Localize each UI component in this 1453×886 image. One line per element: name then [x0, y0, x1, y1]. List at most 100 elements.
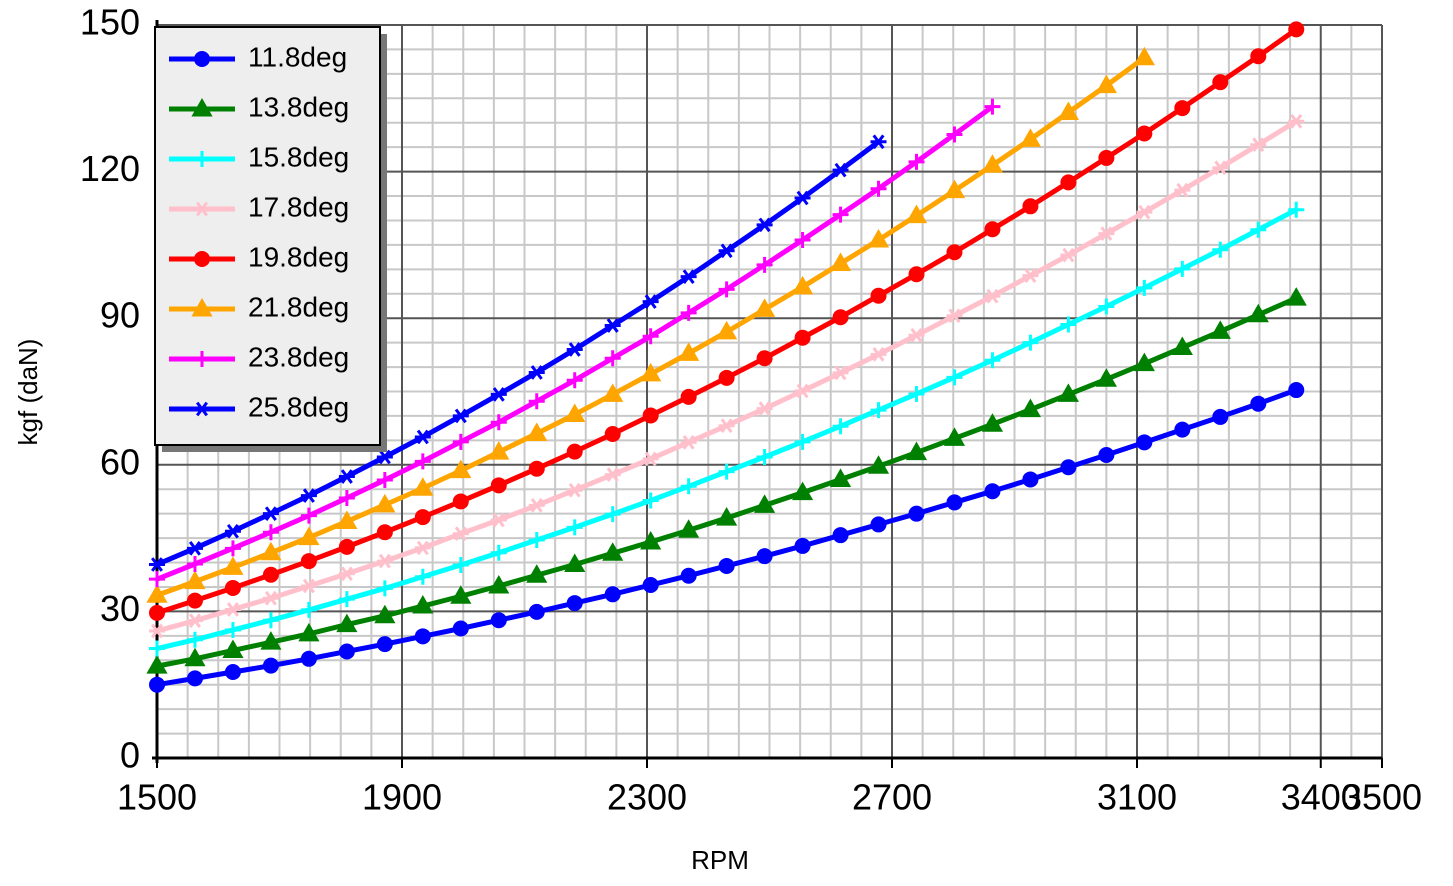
- x-tick-label: 3400: [1281, 777, 1361, 818]
- marker: [680, 435, 697, 450]
- marker: [716, 507, 738, 526]
- marker: [981, 413, 1004, 432]
- marker: [908, 153, 925, 170]
- marker: [376, 449, 393, 465]
- marker: [1098, 298, 1115, 315]
- marker: [300, 553, 317, 570]
- marker: [1209, 320, 1231, 339]
- marker: [1060, 174, 1077, 191]
- marker: [908, 385, 925, 402]
- marker: [640, 362, 662, 382]
- marker: [1136, 125, 1153, 142]
- marker: [984, 288, 1001, 304]
- marker: [1288, 113, 1305, 129]
- marker: [642, 328, 659, 345]
- marker: [1019, 398, 1042, 418]
- marker: [566, 372, 583, 389]
- marker: [1174, 182, 1191, 198]
- legend-label: 25.8deg: [248, 391, 349, 422]
- marker: [832, 309, 849, 326]
- marker: [870, 134, 887, 150]
- marker: [794, 329, 811, 346]
- y-tick-label: 90: [100, 295, 140, 336]
- marker: [908, 266, 925, 283]
- legend-marker: [194, 401, 210, 417]
- marker: [870, 516, 887, 533]
- marker: [1250, 221, 1267, 238]
- x-tick-label: 2700: [852, 777, 932, 818]
- legend-label: 21.8deg: [248, 291, 349, 322]
- marker: [718, 243, 735, 259]
- marker: [794, 433, 811, 450]
- marker: [1095, 368, 1117, 387]
- marker: [149, 623, 165, 639]
- marker: [680, 304, 697, 321]
- marker: [338, 643, 355, 660]
- marker: [718, 418, 735, 434]
- marker: [640, 530, 662, 550]
- marker: [336, 613, 358, 633]
- marker: [680, 388, 697, 405]
- marker: [184, 570, 206, 590]
- marker: [984, 98, 1001, 115]
- marker: [149, 640, 165, 657]
- marker: [566, 342, 583, 357]
- marker: [870, 347, 887, 362]
- marker: [680, 269, 697, 284]
- marker: [604, 506, 621, 523]
- x-tick-label: 3500: [1342, 777, 1422, 818]
- x-tick-label: 3100: [1097, 777, 1177, 818]
- legend-box: [154, 26, 381, 446]
- marker: [1136, 279, 1153, 296]
- marker: [1174, 421, 1191, 438]
- marker: [1060, 247, 1077, 263]
- marker: [149, 604, 165, 621]
- marker: [336, 510, 358, 529]
- legend-marker: [191, 297, 213, 317]
- legend-label: 17.8deg: [248, 191, 349, 222]
- marker: [526, 564, 548, 583]
- marker: [604, 350, 621, 367]
- marker: [338, 490, 355, 507]
- marker: [756, 548, 773, 565]
- marker: [224, 602, 241, 617]
- marker: [1057, 383, 1079, 402]
- marker: [526, 422, 548, 442]
- marker: [414, 429, 431, 445]
- marker: [374, 604, 396, 624]
- marker: [298, 622, 320, 642]
- marker: [376, 580, 393, 597]
- marker: [528, 393, 545, 410]
- marker: [338, 591, 355, 608]
- marker: [1019, 128, 1042, 147]
- marker: [528, 603, 545, 620]
- marker: [756, 217, 773, 233]
- legend-marker: [194, 201, 210, 217]
- marker: [184, 647, 206, 667]
- y-tick-label: 120: [80, 148, 140, 189]
- legend: 11.8deg 13.8deg 15.8deg 17.8deg 19.8deg 21.8d…: [154, 26, 387, 452]
- marker: [718, 557, 735, 574]
- marker: [376, 553, 393, 569]
- marker: [794, 537, 811, 554]
- marker: [414, 453, 431, 470]
- marker: [490, 544, 507, 561]
- marker: [528, 498, 545, 513]
- marker: [490, 387, 507, 402]
- marker: [794, 383, 811, 399]
- marker: [376, 471, 393, 488]
- marker: [260, 541, 282, 561]
- marker: [1098, 226, 1115, 241]
- marker: [149, 571, 165, 588]
- marker: [602, 542, 624, 561]
- marker: [452, 408, 469, 424]
- marker: [984, 221, 1001, 238]
- marker: [718, 369, 735, 386]
- marker: [186, 670, 203, 687]
- marker: [718, 281, 735, 298]
- marker: [414, 628, 431, 645]
- marker: [450, 459, 472, 479]
- marker: [414, 568, 431, 585]
- marker: [338, 538, 355, 555]
